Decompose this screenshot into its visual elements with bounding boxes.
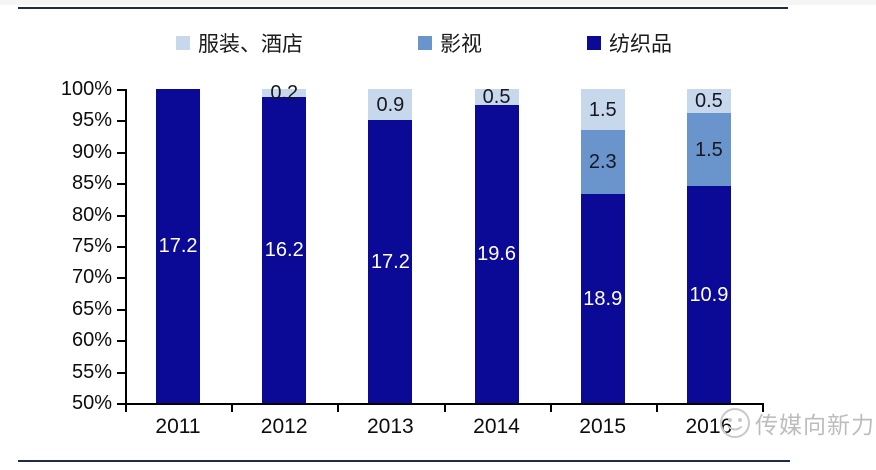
y-axis-tick-label: 75% xyxy=(71,235,112,257)
y-axis-tick-label: 85% xyxy=(71,172,112,195)
x-axis-tick xyxy=(762,403,764,412)
bar-value-label: 17.2 xyxy=(370,250,410,273)
legend-swatch-apparel-hotel xyxy=(176,36,190,50)
bar-value-label: 1.5 xyxy=(695,138,723,161)
bottom-divider xyxy=(18,460,790,462)
chart-legend: 服装、酒店 影视 纺织品 xyxy=(0,28,876,56)
bar-value-label: 10.9 xyxy=(689,283,729,306)
legend-swatch-textile xyxy=(587,36,601,50)
x-axis-tick xyxy=(549,403,552,412)
x-axis-tick xyxy=(655,403,658,412)
legend-item-apparel-hotel: 服装、酒店 xyxy=(176,28,303,58)
y-axis-tick xyxy=(117,403,125,405)
top-strip xyxy=(0,0,876,5)
bar-value-label: 2.3 xyxy=(588,151,617,174)
y-axis-tick-label: 65% xyxy=(71,297,112,320)
legend-swatch-film xyxy=(418,36,432,50)
x-axis-category-label: 2013 xyxy=(366,415,414,438)
y-axis-tick-label: 95% xyxy=(71,109,112,132)
x-axis-tick xyxy=(125,403,127,412)
bar-value-label: 17.2 xyxy=(158,235,198,257)
x-axis-category-label: 2011 xyxy=(155,415,201,438)
bar-value-label: 19.6 xyxy=(477,242,517,265)
y-axis-tick-label: 90% xyxy=(71,140,112,163)
y-axis-tick-label: 70% xyxy=(71,266,112,289)
bar-segment-纺织品 xyxy=(368,120,413,403)
y-axis-tick xyxy=(117,120,125,123)
watermark-text: 传媒向新力 xyxy=(755,413,875,439)
bar-segment-纺织品 xyxy=(686,186,731,403)
legend-label: 服装、酒店 xyxy=(198,32,303,56)
bar-segment-服装、酒店 xyxy=(686,89,731,114)
bar-segment-服装、酒店 xyxy=(368,89,413,121)
x-axis-tick xyxy=(231,403,234,412)
bar-value-label: 16.2 xyxy=(264,238,304,261)
legend-label: 影视 xyxy=(440,32,482,56)
watermark-logo-icon xyxy=(720,408,750,438)
y-axis-tick xyxy=(117,183,125,186)
y-axis-tick xyxy=(117,89,125,91)
x-axis-tick xyxy=(443,403,446,412)
x-axis-tick xyxy=(337,403,340,412)
y-axis-tick-label: 55% xyxy=(71,360,112,383)
legend-item-film: 影视 xyxy=(418,28,482,58)
bar-value-label: 1.5 xyxy=(588,98,617,121)
bar-segment-纺织品 xyxy=(262,96,307,403)
bar-segment-服装、酒店 xyxy=(262,89,307,97)
y-axis-tick xyxy=(117,277,125,280)
bar-segment-影视 xyxy=(686,113,731,187)
bar-segment-纺织品 xyxy=(474,104,519,403)
y-axis-tick-label: 80% xyxy=(71,203,112,226)
y-axis-tick-label: 100% xyxy=(60,78,112,100)
bar-value-label: 18.9 xyxy=(583,287,623,310)
bar-value-label: 0.9 xyxy=(376,93,405,116)
watermark: 传媒向新力 xyxy=(718,406,875,440)
x-axis-category-label: 2015 xyxy=(579,415,627,438)
y-axis-tick xyxy=(117,371,125,374)
x-axis-category-label: 2014 xyxy=(473,415,520,438)
y-axis-tick xyxy=(117,151,125,154)
bar-segment-影视 xyxy=(580,130,625,195)
bar-segment-服装、酒店 xyxy=(580,89,625,131)
y-axis-line xyxy=(125,89,127,405)
y-axis-tick-label: 50% xyxy=(71,392,112,414)
y-axis-tick-label: 60% xyxy=(71,329,112,352)
bar-value-label: 0.5 xyxy=(695,90,723,113)
y-axis-tick xyxy=(117,246,125,248)
bar-value-label: 0.2 xyxy=(270,81,299,104)
bar-segment-服装、酒店 xyxy=(474,89,519,105)
bar-segment-纺织品 xyxy=(580,194,625,403)
legend-item-textile: 纺织品 xyxy=(587,28,672,58)
legend-label: 纺织品 xyxy=(609,32,672,56)
y-axis-tick xyxy=(117,308,125,311)
y-axis-tick xyxy=(117,340,125,343)
bar-segment-纺织品 xyxy=(156,89,201,403)
top-divider xyxy=(18,7,788,9)
bar-value-label: 0.5 xyxy=(482,85,511,108)
x-axis-category-label: 2012 xyxy=(260,415,308,438)
y-axis-tick xyxy=(117,214,125,217)
